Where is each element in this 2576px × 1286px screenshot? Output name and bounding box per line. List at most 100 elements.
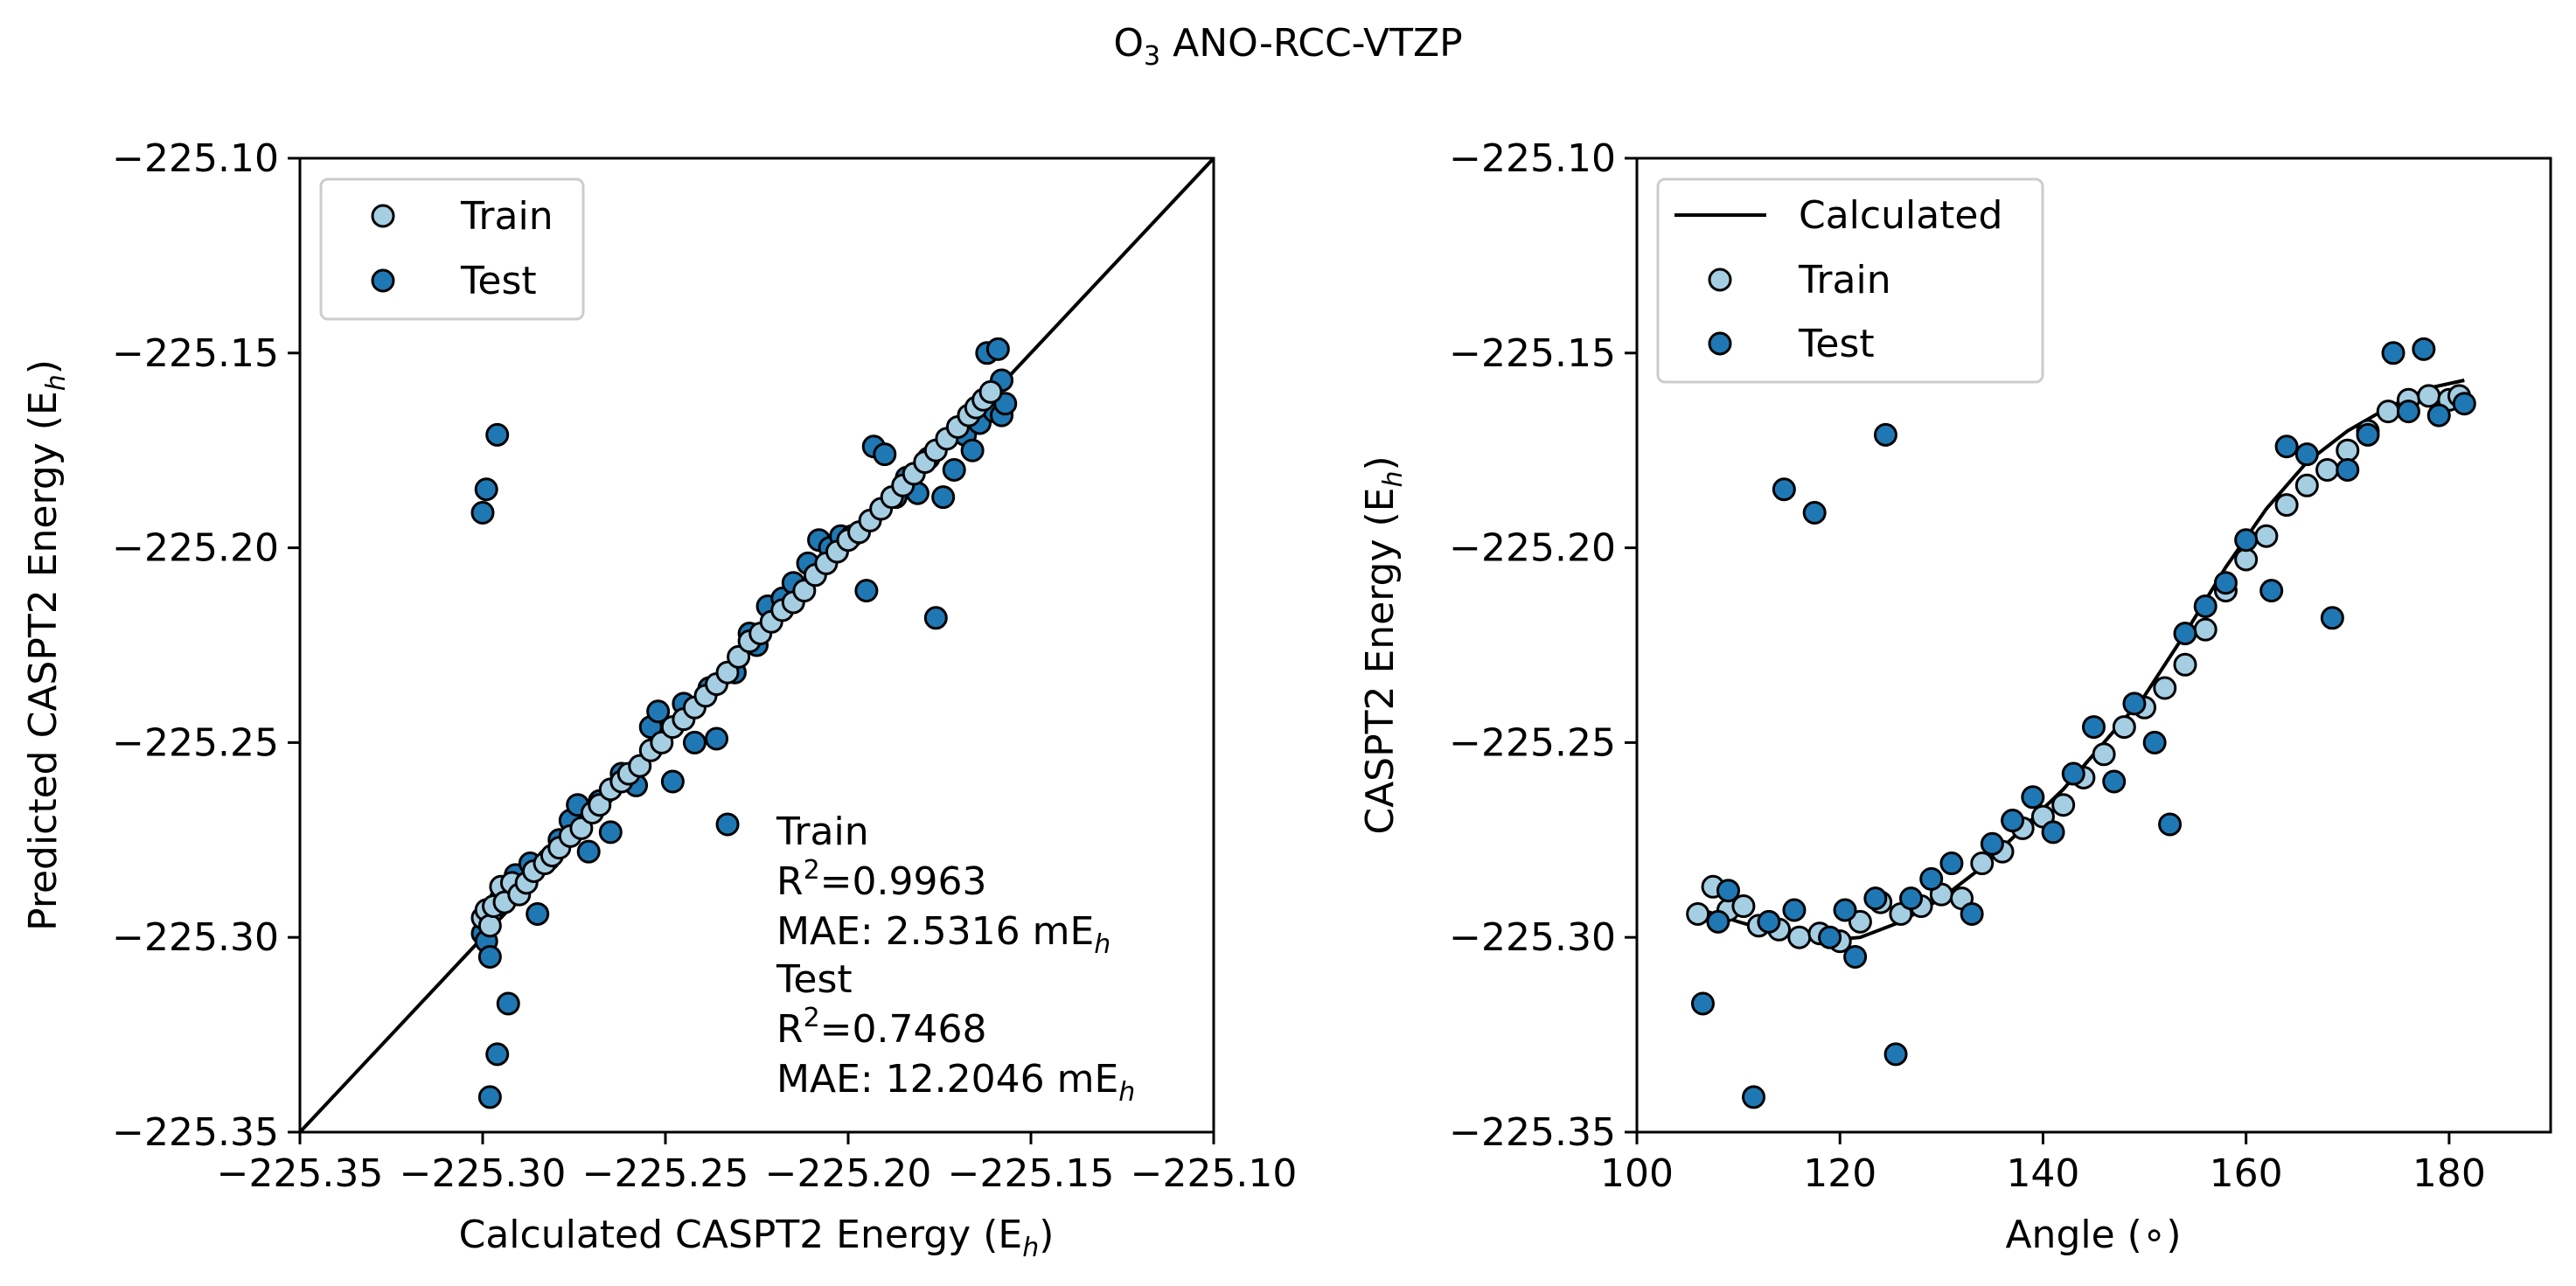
left-x-tick-label: −225.30	[400, 1151, 567, 1196]
right-test-point	[1742, 1085, 1766, 1109]
left-legend-test-label: Test	[460, 259, 537, 303]
left-legend-train-marker	[371, 204, 395, 228]
right-y-tick-label: −225.15	[1449, 331, 1616, 376]
right-test-point	[2336, 457, 2360, 482]
right-test-point	[1960, 901, 1984, 926]
left-train-point	[715, 660, 740, 685]
left-x-ticks: −225.35 −225.30 −225.25 −225.20 −225.15 −225.…	[217, 1132, 1298, 1196]
right-test-point	[1757, 909, 1781, 934]
figure-title-rest: ANO-RCC-VTZP	[1160, 21, 1463, 66]
right-legend-test-label: Test	[1798, 322, 1875, 366]
right-y-tick-label: −225.30	[1449, 915, 1616, 960]
left-test-point	[485, 1042, 510, 1067]
left-test-point	[474, 477, 498, 502]
right-test-point	[1980, 831, 2004, 856]
left-legend-test-marker	[371, 268, 395, 293]
right-test-point	[2294, 442, 2319, 467]
left-x-tick-label: −225.25	[582, 1151, 749, 1196]
left-x-axis-label-main: Calculated CASPT2 Energy (E	[459, 1213, 1023, 1257]
right-test-point	[2158, 812, 2183, 837]
left-train-point	[792, 579, 817, 603]
left-test-point	[660, 769, 685, 794]
left-y-tick-label: −225.15	[112, 331, 279, 376]
right-train-point	[2254, 524, 2279, 548]
left-legend: Train Test	[319, 177, 585, 321]
left-y-axis-label: Predicted CASPT2 Energy (Eh)	[21, 359, 72, 931]
left-train-point	[978, 379, 1003, 404]
right-legend: Calculated Train Test	[1656, 177, 2044, 384]
left-test-point	[526, 901, 550, 926]
right-train-point	[2173, 652, 2197, 677]
left-y-tick-label: −225.35	[112, 1110, 279, 1155]
left-train-series	[470, 379, 1003, 938]
stats-train-r2-value: =0.9963	[820, 859, 987, 904]
right-train-point	[2234, 547, 2259, 572]
right-train-point	[1848, 909, 1872, 934]
left-x-axis-label-end: )	[1039, 1213, 1054, 1257]
stats-test-mae-prefix: MAE: 12.2046 mE	[776, 1057, 1118, 1102]
right-test-point	[1939, 852, 1964, 876]
right-train-point	[2336, 438, 2360, 462]
right-train-point	[2112, 715, 2136, 740]
stats-test-r2-value: =0.7468	[820, 1007, 987, 1052]
right-test-point	[2320, 606, 2344, 630]
right-x-tick-label: 160	[2210, 1151, 2283, 1196]
right-train-point	[1787, 925, 1812, 949]
right-train-point	[2294, 473, 2319, 497]
right-x-tick-label: 100	[1600, 1151, 1674, 1196]
left-test-point	[854, 579, 879, 603]
right-test-point	[2061, 761, 2085, 786]
stats-test-mae-sub: h	[1118, 1077, 1135, 1108]
figure-title-subscript: 3	[1144, 41, 1160, 72]
right-train-point	[1686, 901, 1710, 926]
right-x-tick-label: 140	[2006, 1151, 2079, 1196]
right-test-point	[1716, 879, 1740, 903]
right-test-point	[1919, 866, 1944, 891]
right-test-series	[1690, 337, 2476, 1109]
left-test-point	[470, 500, 495, 525]
right-legend-test-marker	[1708, 331, 1732, 356]
right-y-axis-label-end: )	[1358, 455, 1403, 470]
right-test-point	[2381, 341, 2405, 365]
figure-title-main: O	[1113, 21, 1144, 66]
right-test-point	[1863, 886, 1888, 911]
right-train-point	[2376, 400, 2400, 424]
right-train-point	[1970, 852, 1995, 876]
right-y-ticks: −225.35 −225.30 −225.25 −225.20 −225.15 −225.…	[1449, 136, 1637, 1155]
right-test-point	[2259, 579, 2284, 603]
right-x-axis-label: Angle (∘)	[2005, 1213, 2181, 1257]
right-y-axis-label-main: CASPT2 Energy (E	[1358, 488, 1403, 835]
left-x-tick-label: −225.20	[765, 1151, 932, 1196]
right-y-tick-label: −225.35	[1449, 1110, 1616, 1155]
left-test-point	[942, 457, 966, 482]
right-test-point	[2274, 434, 2299, 459]
right-test-point	[2082, 715, 2106, 740]
right-y-axis-label: CASPT2 Energy (Eh)	[1358, 455, 1409, 834]
right-train-point	[2417, 384, 2441, 408]
right-train-point	[2274, 493, 2299, 518]
figure-title: O3 ANO-RCC-VTZP	[1113, 21, 1462, 72]
stats-train-mae: MAE: 2.5316 mEh	[776, 909, 1110, 960]
stats-test-header: Test	[776, 957, 853, 1002]
left-train-point	[569, 816, 594, 840]
left-x-tick-label: −225.10	[1131, 1151, 1298, 1196]
right-legend-box	[1656, 177, 2044, 384]
right-test-point	[1690, 991, 1715, 1016]
left-x-axis-label-sub: h	[1022, 1233, 1039, 1263]
right-y-tick-label: −225.10	[1449, 136, 1616, 181]
right-test-point	[2041, 820, 2065, 845]
right-y-tick-label: −225.25	[1449, 720, 1616, 765]
right-x-tick-label: 120	[1803, 1151, 1876, 1196]
right-test-point	[2173, 622, 2197, 646]
left-plot-frame	[298, 156, 1215, 1134]
left-test-point	[485, 422, 510, 447]
left-test-point	[715, 812, 740, 837]
stats-train-r2-sup: 2	[804, 855, 820, 886]
left-stats-annotation: Train R2=0.9963 MAE: 2.5316 mEh Test R2=…	[776, 810, 1135, 1108]
right-test-point	[2426, 403, 2451, 428]
right-test-point	[1899, 886, 1923, 911]
right-test-point	[2396, 400, 2420, 424]
right-test-point	[2213, 571, 2238, 595]
right-test-point	[1772, 477, 1796, 502]
left-x-tick-label: −225.35	[217, 1151, 384, 1196]
